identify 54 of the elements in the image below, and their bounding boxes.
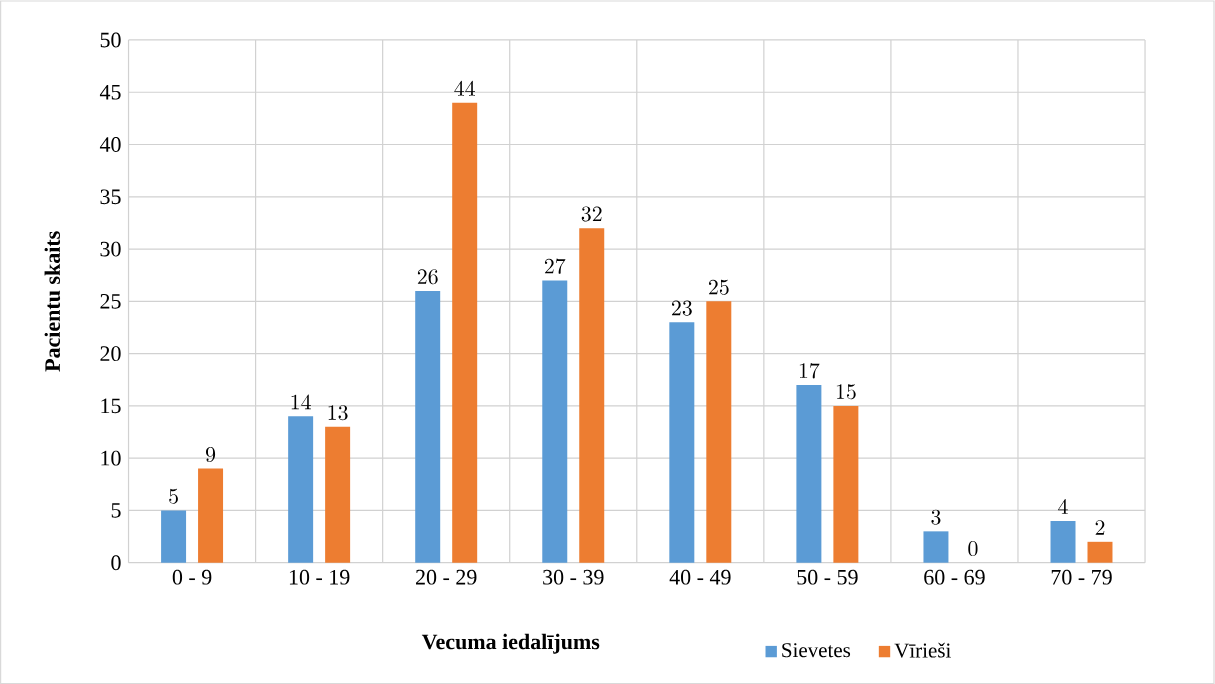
y-tick-label: 35 [100, 189, 121, 205]
y-tick-label: 15 [101, 398, 121, 414]
data-label: 26 [417, 269, 438, 285]
y-tick-label: 5 [111, 503, 121, 518]
data-label: 27 [544, 258, 566, 274]
bar [161, 510, 187, 563]
x-tick-label: 20 - 29 [416, 569, 477, 585]
data-label: 0 [968, 540, 978, 556]
bar [1087, 541, 1113, 563]
y-tick-label: 30 [100, 241, 121, 257]
data-label: 15 [836, 384, 856, 400]
bar [579, 228, 605, 563]
bar [669, 322, 695, 563]
data-label: 9 [206, 446, 216, 462]
data-label: 2 [1095, 520, 1105, 535]
bar [198, 468, 224, 563]
y-tick-label: 10 [101, 450, 121, 466]
y-tick-label: 45 [99, 84, 121, 100]
x-tick-label: 0 - 9 [172, 569, 212, 585]
data-label: 3 [931, 509, 941, 525]
data-label: 4 [1058, 498, 1068, 514]
bar [833, 405, 859, 563]
x-tick-label: 40 - 49 [669, 569, 731, 585]
bar [542, 280, 568, 563]
x-axis-title: Vecuma iedalījums [421, 633, 600, 654]
data-label: 13 [328, 405, 348, 421]
bar [452, 102, 478, 563]
bar [706, 301, 732, 563]
x-tick-label: 70 - 79 [1051, 569, 1112, 585]
data-label: 5 [169, 488, 178, 504]
x-tick-label: 60 - 69 [924, 569, 985, 585]
data-label: 25 [708, 279, 729, 295]
data-label: 32 [581, 206, 602, 222]
data-label: 17 [799, 363, 820, 379]
bar [325, 426, 351, 563]
data-label: 44 [454, 80, 475, 96]
bar [796, 384, 822, 563]
x-tick-label: 30 - 39 [543, 569, 604, 585]
y-tick-label: 50 [100, 32, 121, 48]
bar [288, 416, 314, 563]
bar [923, 531, 949, 563]
y-tick-label: 40 [99, 136, 121, 152]
y-tick-label: 20 [100, 346, 121, 361]
y-axis-title: Pacientu skaits [44, 231, 61, 372]
legend-label: Sievetes [782, 643, 851, 658]
x-tick-label: 10 - 19 [289, 569, 350, 585]
x-tick-label: 50 - 59 [797, 569, 858, 585]
y-tick-label: 0 [111, 555, 121, 571]
bar [1050, 520, 1076, 563]
data-label: 14 [291, 394, 311, 410]
y-tick-label: 25 [100, 293, 121, 309]
data-label: 23 [671, 300, 692, 316]
legend-label: Vīrieši [894, 642, 951, 658]
bar [415, 290, 441, 563]
